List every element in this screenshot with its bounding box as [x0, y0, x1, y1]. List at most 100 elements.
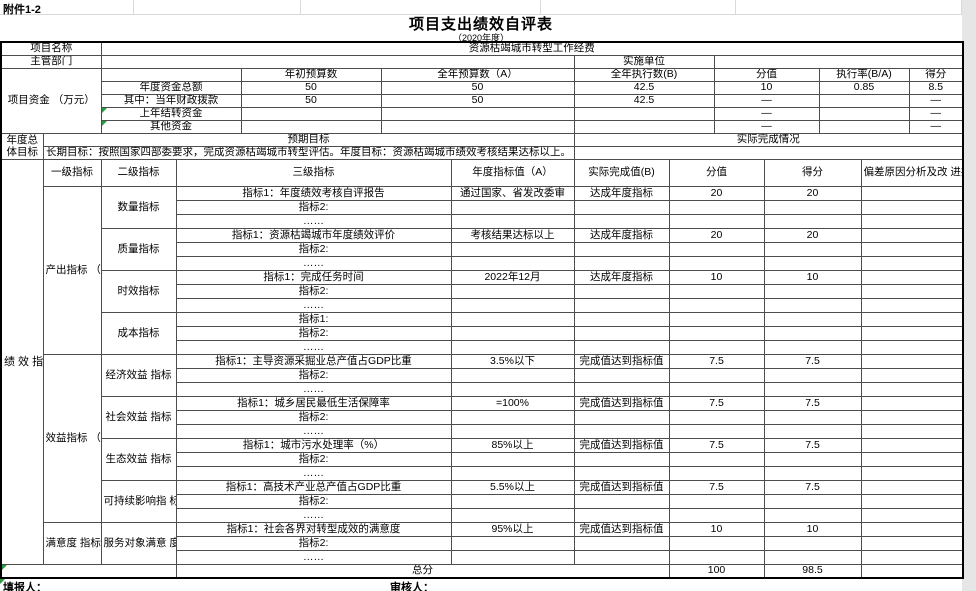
- indicator-deviation-cell[interactable]: [860, 438, 964, 453]
- indicator-deviation-cell[interactable]: [860, 242, 964, 257]
- indicator-deviation-cell[interactable]: [860, 340, 964, 355]
- indicator-name-cell[interactable]: 指标2:: [175, 494, 452, 509]
- indicator-score-cell[interactable]: [763, 550, 862, 565]
- indicator-score-cell[interactable]: [763, 298, 862, 313]
- funding-score-cell[interactable]: —: [908, 94, 964, 108]
- reviewer-label[interactable]: 审核人：: [390, 581, 434, 591]
- implement-unit-value-cell[interactable]: [713, 55, 964, 69]
- indicator-target-value-cell[interactable]: 3.5%以下: [450, 354, 575, 369]
- total-score-cell[interactable]: 98.5: [763, 564, 862, 579]
- indicator-name-cell[interactable]: ……: [175, 256, 452, 271]
- indicator-target-value-cell[interactable]: [450, 298, 575, 313]
- indicator-target-value-cell[interactable]: 85%以上: [450, 438, 575, 453]
- indicator-deviation-cell[interactable]: [860, 452, 964, 467]
- funding-executed-cell[interactable]: 42.5: [573, 94, 715, 108]
- total-score-value-cell[interactable]: 100: [668, 564, 765, 579]
- indicator-actual-value-cell[interactable]: [573, 284, 670, 299]
- indicator-score-cell[interactable]: [763, 466, 862, 481]
- indicator-deviation-cell[interactable]: [860, 480, 964, 495]
- funding-executed-cell[interactable]: 42.5: [573, 81, 715, 95]
- indicator-score-value-cell[interactable]: 20: [668, 186, 765, 201]
- indicator-score-value-cell[interactable]: [668, 494, 765, 509]
- indicator-deviation-cell[interactable]: [860, 284, 964, 299]
- indicator-score-value-cell[interactable]: [668, 424, 765, 439]
- indicator-name-cell[interactable]: 指标1：高技术产业总产值占GDP比重: [175, 480, 452, 495]
- indicator-actual-value-cell[interactable]: [573, 242, 670, 257]
- funding-score-cell[interactable]: —: [908, 107, 964, 121]
- indicator-name-cell[interactable]: 指标2:: [175, 284, 452, 299]
- indicator-actual-value-cell[interactable]: 完成值达到指标值: [573, 438, 670, 453]
- indicator-target-value-cell[interactable]: 95%以上: [450, 522, 575, 537]
- indicator-name-cell[interactable]: 指标1：城市污水处理率（%）: [175, 438, 452, 453]
- indicator-target-value-cell[interactable]: [450, 312, 575, 327]
- indicator-actual-value-cell[interactable]: [573, 256, 670, 271]
- indicator-score-cell[interactable]: [763, 284, 862, 299]
- indicator-name-cell[interactable]: 指标2:: [175, 242, 452, 257]
- indicator-deviation-cell[interactable]: [860, 228, 964, 243]
- indicator-score-value-cell[interactable]: 7.5: [668, 396, 765, 411]
- indicator-name-cell[interactable]: ……: [175, 340, 452, 355]
- indicator-score-value-cell[interactable]: [668, 326, 765, 341]
- indicator-deviation-cell[interactable]: [860, 550, 964, 565]
- indicator-score-cell[interactable]: [763, 242, 862, 257]
- funding-initial-budget-cell[interactable]: [240, 107, 382, 121]
- indicator-name-cell[interactable]: 指标1：完成任务时间: [175, 270, 452, 285]
- indicator-actual-value-cell[interactable]: [573, 452, 670, 467]
- indicator-target-value-cell[interactable]: [450, 242, 575, 257]
- indicator-actual-value-cell[interactable]: [573, 536, 670, 551]
- indicator-score-value-cell[interactable]: [668, 368, 765, 383]
- indicator-score-cell[interactable]: [763, 536, 862, 551]
- indicator-target-value-cell[interactable]: [450, 550, 575, 565]
- indicator-score-value-cell[interactable]: [668, 242, 765, 257]
- indicator-target-value-cell[interactable]: [450, 494, 575, 509]
- indicator-target-value-cell[interactable]: [450, 368, 575, 383]
- indicator-score-value-cell[interactable]: [668, 340, 765, 355]
- indicator-actual-value-cell[interactable]: [573, 368, 670, 383]
- indicator-target-value-cell[interactable]: [450, 424, 575, 439]
- indicator-target-value-cell[interactable]: 5.5%以上: [450, 480, 575, 495]
- indicator-score-value-cell[interactable]: [668, 200, 765, 215]
- indicator-deviation-cell[interactable]: [860, 410, 964, 425]
- funding-exec-rate-cell[interactable]: [818, 94, 910, 108]
- funding-executed-cell[interactable]: [573, 107, 715, 121]
- indicator-score-cell[interactable]: 7.5: [763, 438, 862, 453]
- funding-annual-budget-cell[interactable]: 50: [380, 81, 575, 95]
- indicator-name-cell[interactable]: 指标2:: [175, 410, 452, 425]
- indicator-deviation-cell[interactable]: [860, 368, 964, 383]
- funding-executed-cell[interactable]: [573, 120, 715, 134]
- indicator-target-value-cell[interactable]: [450, 536, 575, 551]
- funding-exec-rate-cell[interactable]: [818, 107, 910, 121]
- indicator-score-cell[interactable]: 7.5: [763, 480, 862, 495]
- indicator-score-value-cell[interactable]: [668, 298, 765, 313]
- indicator-actual-value-cell[interactable]: 完成值达到指标值: [573, 396, 670, 411]
- indicator-deviation-cell[interactable]: [860, 354, 964, 369]
- indicator-score-value-cell[interactable]: 7.5: [668, 480, 765, 495]
- funding-exec-rate-cell[interactable]: [818, 120, 910, 134]
- indicator-score-cell[interactable]: [763, 382, 862, 397]
- indicator-actual-value-cell[interactable]: [573, 424, 670, 439]
- indicator-score-cell[interactable]: [763, 452, 862, 467]
- indicator-target-value-cell[interactable]: [450, 340, 575, 355]
- indicator-name-cell[interactable]: ……: [175, 382, 452, 397]
- indicator-name-cell[interactable]: 指标1：主导资源采掘业总产值占GDP比重: [175, 354, 452, 369]
- indicator-score-cell[interactable]: [763, 424, 862, 439]
- indicator-actual-value-cell[interactable]: [573, 214, 670, 229]
- indicator-deviation-cell[interactable]: [860, 396, 964, 411]
- indicator-deviation-cell[interactable]: [860, 466, 964, 481]
- funding-score-cell[interactable]: —: [908, 120, 964, 134]
- indicator-actual-value-cell[interactable]: [573, 410, 670, 425]
- indicator-actual-value-cell[interactable]: [573, 550, 670, 565]
- department-value-cell[interactable]: [100, 55, 575, 69]
- indicator-name-cell[interactable]: 指标1：城乡居民最低生活保障率: [175, 396, 452, 411]
- indicator-score-value-cell[interactable]: 10: [668, 270, 765, 285]
- indicator-score-cell[interactable]: [763, 312, 862, 327]
- indicator-actual-value-cell[interactable]: 达成年度指标: [573, 186, 670, 201]
- funding-row-name-cell[interactable]: 其中：当年财政拨款: [100, 94, 242, 108]
- indicator-name-cell[interactable]: ……: [175, 424, 452, 439]
- funding-score-value-cell[interactable]: —: [713, 120, 820, 134]
- indicator-name-cell[interactable]: 指标2:: [175, 368, 452, 383]
- funding-annual-budget-cell[interactable]: 50: [380, 94, 575, 108]
- indicator-actual-value-cell[interactable]: [573, 312, 670, 327]
- funding-row-name-cell[interactable]: 其他资金: [100, 120, 242, 134]
- indicator-deviation-cell[interactable]: [860, 200, 964, 215]
